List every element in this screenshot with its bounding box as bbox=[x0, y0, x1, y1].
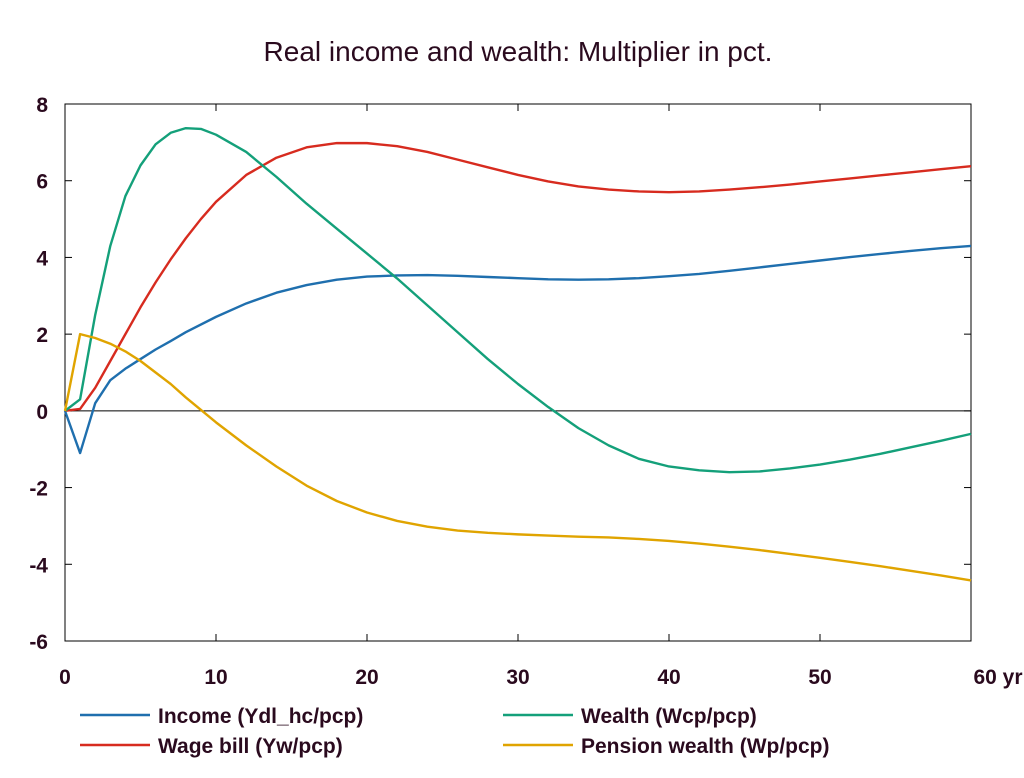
x-tick-label: 60 yr bbox=[973, 666, 1022, 689]
legend-label: Income (Ydl_hc/pcp) bbox=[158, 705, 363, 728]
y-tick-label: 2 bbox=[36, 324, 48, 347]
x-tick-label: 20 bbox=[355, 666, 378, 689]
x-tick-label: 40 bbox=[657, 666, 680, 689]
y-tick-label: -6 bbox=[29, 631, 48, 654]
legend-label: Wealth (Wcp/pcp) bbox=[581, 705, 757, 728]
series-line-2 bbox=[64, 141, 972, 413]
series-line-4 bbox=[63, 332, 972, 582]
legend: Income (Ydl_hc/pcp) Wage bill (Yw/pcp) Wea… bbox=[80, 705, 830, 758]
legend-label: Pension wealth (Wp/pcp) bbox=[581, 735, 830, 758]
y-tick-label: -2 bbox=[29, 478, 48, 501]
chart-title: Real income and wealth: Multiplier in pc… bbox=[264, 36, 773, 67]
x-tick-label: 50 bbox=[808, 666, 831, 689]
y-tick-label: 6 bbox=[36, 171, 48, 194]
axes bbox=[64, 103, 972, 642]
series-line-3 bbox=[64, 126, 972, 474]
series-layer bbox=[63, 126, 972, 582]
x-tick-label: 10 bbox=[204, 666, 227, 689]
series-line-1 bbox=[63, 244, 972, 455]
y-tick-label: -4 bbox=[29, 554, 48, 577]
y-tick-label: 8 bbox=[36, 94, 48, 117]
y-tick-label: 0 bbox=[36, 401, 48, 424]
x-tick-label: 30 bbox=[506, 666, 529, 689]
legend-label: Wage bill (Yw/pcp) bbox=[158, 735, 343, 758]
tick-labels: -6 -4 -2 0 2 4 6 8 0 10 20 30 40 50 60 yr bbox=[29, 94, 1022, 689]
x-tick-label: 0 bbox=[59, 666, 71, 689]
y-tick-label: 4 bbox=[36, 247, 48, 270]
